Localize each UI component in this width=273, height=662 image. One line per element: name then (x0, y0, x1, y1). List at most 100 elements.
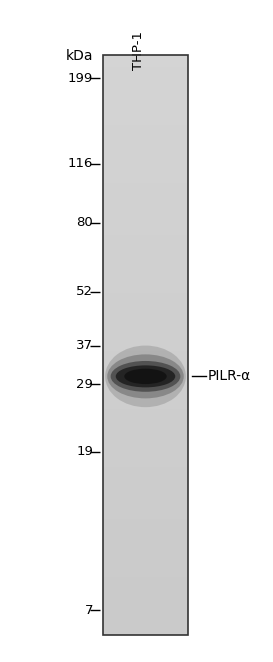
Bar (103, 148, 188, 154)
Bar (103, 223, 188, 229)
Bar (103, 612, 188, 618)
Bar (103, 362, 188, 368)
Bar (103, 67, 188, 72)
Bar (103, 420, 188, 426)
Bar (103, 536, 188, 542)
Bar (103, 519, 188, 525)
Bar (103, 554, 188, 559)
Text: 19: 19 (76, 445, 93, 458)
Ellipse shape (116, 365, 175, 387)
Bar (103, 322, 188, 328)
Bar (103, 496, 188, 502)
Bar (103, 61, 188, 67)
Bar (103, 275, 188, 281)
Bar (103, 438, 188, 444)
Bar (103, 624, 188, 629)
Bar (103, 629, 188, 635)
Bar (103, 316, 188, 322)
Bar (103, 577, 188, 583)
Bar (103, 118, 188, 124)
Ellipse shape (105, 346, 186, 407)
Text: 199: 199 (68, 71, 93, 85)
Text: PILR-α: PILR-α (208, 369, 251, 383)
Bar (103, 72, 188, 78)
Bar (103, 409, 188, 414)
Bar (103, 345, 188, 351)
Bar (103, 194, 188, 200)
Bar (103, 513, 188, 519)
Bar (103, 281, 188, 287)
Bar (103, 142, 188, 148)
Text: 80: 80 (76, 216, 93, 230)
Bar (103, 252, 188, 258)
Bar (103, 531, 188, 536)
Bar (103, 594, 188, 600)
Text: kDa: kDa (66, 49, 93, 63)
Text: 29: 29 (76, 378, 93, 391)
Bar (103, 246, 188, 252)
Bar (103, 229, 188, 235)
Ellipse shape (111, 361, 180, 392)
Bar (103, 339, 188, 345)
Bar (103, 548, 188, 554)
Bar (103, 240, 188, 246)
Bar (103, 107, 188, 113)
Bar (103, 589, 188, 594)
Bar (103, 473, 188, 479)
Bar (103, 565, 188, 571)
Bar (103, 166, 188, 171)
Bar (103, 84, 188, 90)
Bar (103, 559, 188, 565)
Bar (103, 461, 188, 467)
Bar (103, 444, 188, 449)
Bar (103, 334, 188, 339)
Bar (103, 374, 188, 380)
Bar (103, 258, 188, 263)
Bar (103, 177, 188, 183)
Bar (103, 351, 188, 357)
Bar (103, 600, 188, 606)
Bar (103, 200, 188, 206)
Bar (103, 269, 188, 275)
Bar (103, 55, 188, 635)
Bar (103, 571, 188, 577)
Bar (103, 606, 188, 612)
Bar (103, 484, 188, 490)
Bar (103, 189, 188, 194)
Ellipse shape (124, 369, 167, 384)
Bar (103, 426, 188, 432)
Text: 116: 116 (68, 158, 93, 170)
Bar (103, 357, 188, 362)
Bar (103, 206, 188, 212)
Bar (103, 449, 188, 455)
Text: 52: 52 (76, 285, 93, 298)
Bar (103, 328, 188, 334)
Bar (103, 113, 188, 118)
Bar (103, 299, 188, 305)
Bar (103, 542, 188, 548)
Ellipse shape (107, 354, 184, 399)
Bar (103, 310, 188, 316)
Bar (103, 507, 188, 513)
Bar (103, 78, 188, 84)
Bar (103, 432, 188, 438)
Bar (103, 263, 188, 269)
Bar (103, 124, 188, 130)
Bar (103, 101, 188, 107)
Bar (103, 212, 188, 217)
Bar (103, 403, 188, 409)
Bar (103, 136, 188, 142)
Bar (103, 305, 188, 310)
Bar (103, 90, 188, 95)
Bar (103, 618, 188, 624)
Bar (103, 467, 188, 473)
Bar (103, 479, 188, 484)
Bar (103, 490, 188, 496)
Bar (103, 380, 188, 385)
Bar (103, 217, 188, 223)
Bar (103, 397, 188, 403)
Bar (103, 130, 188, 136)
Bar (103, 414, 188, 420)
Bar (103, 235, 188, 240)
Bar (103, 95, 188, 101)
